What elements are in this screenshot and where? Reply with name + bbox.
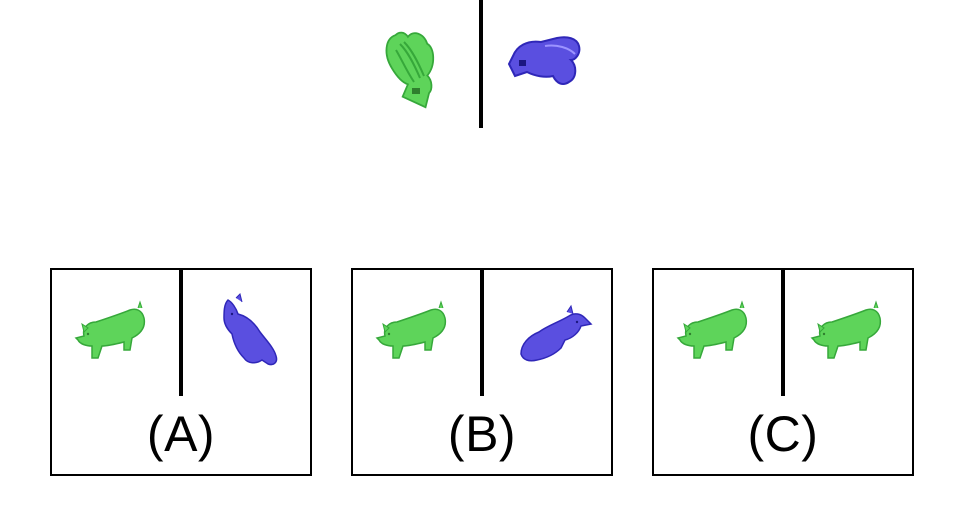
- option-c-divider: [781, 270, 785, 396]
- option-a-label: (A): [146, 406, 216, 462]
- option-c-label: (C): [747, 406, 819, 462]
- option-c-left-green-pig-icon: [676, 300, 748, 359]
- reference-blue-shape-icon: [507, 36, 581, 85]
- option-a-green-pig-icon: [74, 300, 146, 359]
- option-b-divider: [480, 270, 484, 396]
- reference-divider: [479, 0, 483, 128]
- option-a-blue-pig-icon: [223, 293, 278, 366]
- option-b-green-pig-icon: [375, 300, 447, 359]
- reference-green-shape-icon: [385, 31, 435, 109]
- option-b-box[interactable]: (B): [351, 268, 613, 476]
- option-b-label: (B): [447, 406, 517, 462]
- option-c-box[interactable]: (C): [652, 268, 914, 476]
- option-b-blue-pig-icon: [520, 304, 593, 362]
- option-a-divider: [179, 270, 183, 396]
- option-a-box[interactable]: (A): [50, 268, 312, 476]
- option-c-right-green-pig-icon: [810, 300, 882, 359]
